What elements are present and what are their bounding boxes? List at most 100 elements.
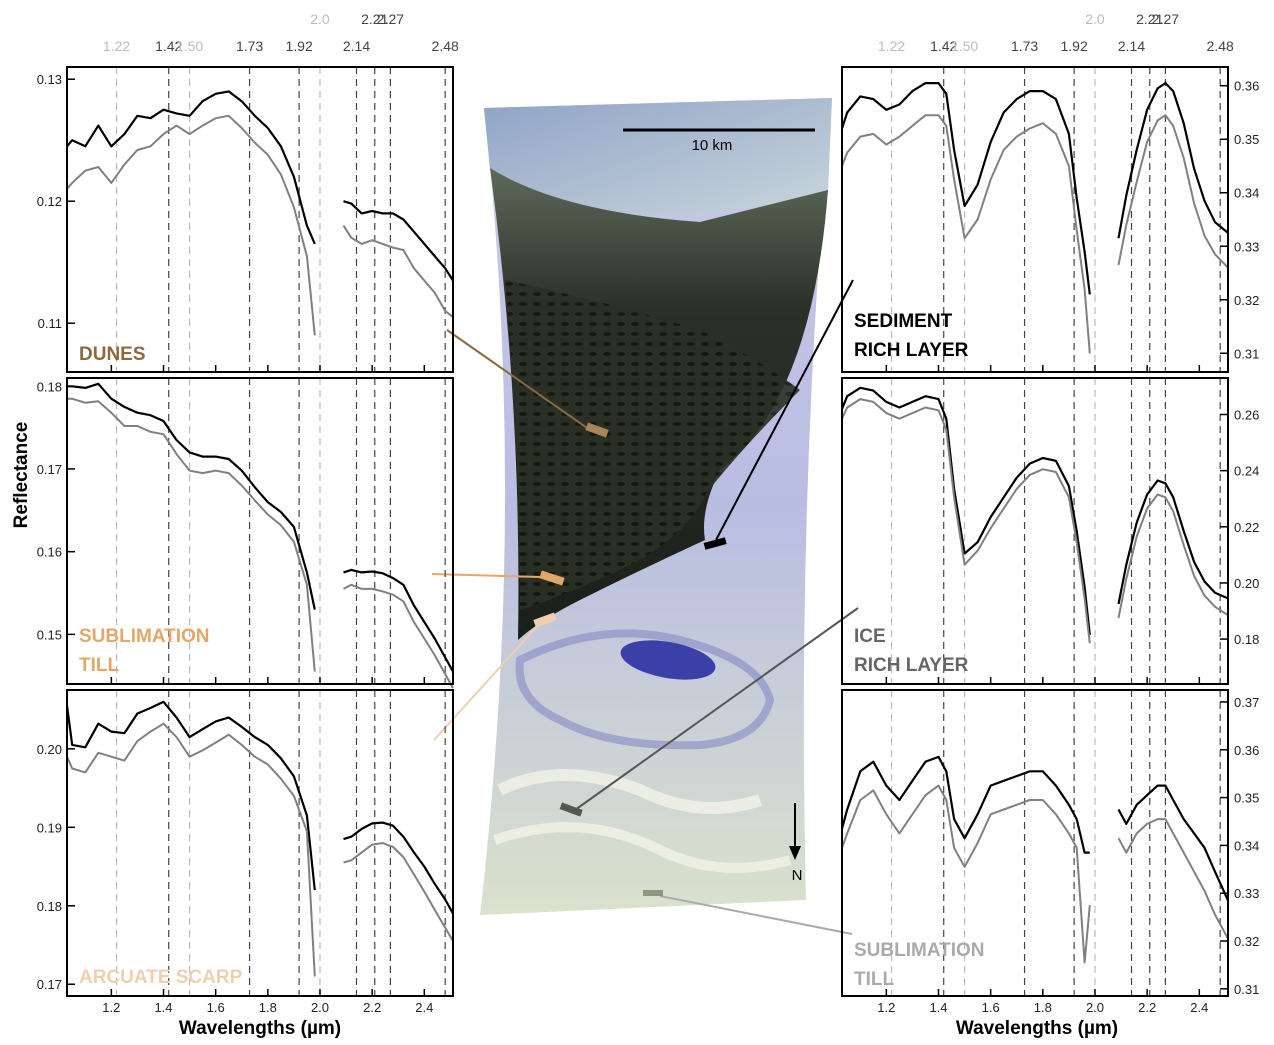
y-axis-title: Reflectance — [11, 422, 32, 529]
map-frost-top — [484, 98, 832, 216]
panel-frame — [66, 377, 454, 685]
spectrum-line-light — [841, 398, 1091, 644]
map-dune-field — [505, 280, 800, 610]
spectrum-panel: 0.17 0.18 0.19 0.20 1.2 1.4 1.6 1.8 2.0 2.2 2.4 ARC… — [37, 689, 454, 1015]
wavelength-label: 2.21 — [361, 11, 388, 27]
spectrum-line-light — [343, 842, 454, 942]
wavelength-label: 2.27 — [377, 11, 404, 27]
map-blue-spot — [620, 640, 716, 680]
x-tick-label: 1.2 — [102, 1000, 120, 1015]
map-ice-swirl — [515, 629, 775, 750]
spectrum-line-light — [66, 114, 316, 336]
x-tick-label: 2.4 — [1190, 1000, 1208, 1015]
wavelength-label: 2.27 — [1152, 11, 1179, 27]
x-axis-title-right: Wavelengths (µm) — [956, 1018, 1118, 1039]
x-tick-label: 1.8 — [1034, 1000, 1052, 1015]
spectrum-line-light — [67, 397, 316, 672]
y-tick-label: 0.20 — [37, 742, 62, 757]
spectrum-line-dark — [343, 568, 454, 673]
spectrum-panel: 0.31 0.32 0.33 0.34 0.35 0.36 SEDIMENT RICH LAY… — [840, 66, 1259, 373]
marker-sediment-rich — [703, 537, 727, 550]
panel-label: SEDIMENT — [854, 311, 953, 332]
wavelength-label: 2.14 — [343, 38, 370, 54]
spectrum-line-dark — [343, 821, 454, 915]
spectrum-line-light — [343, 583, 454, 689]
wavelength-label: 2.48 — [432, 38, 459, 54]
spectrum-panel: 0.15 0.16 0.17 0.18 SUBLIMATION TILL — [37, 377, 454, 689]
y-tick-label: 0.13 — [37, 72, 62, 87]
spectra-panels: 0.11 0.12 0.13 DUNES 0.15 0.16 0.17 0.18 SUBLIMA… — [37, 66, 1259, 1015]
panel-frame — [841, 377, 1229, 685]
spectrum-line-dark — [343, 200, 454, 282]
wavelength-label: 1.22 — [103, 38, 130, 54]
spectrum-line-dark — [1117, 784, 1230, 901]
x-tick-label: 2.2 — [1138, 1000, 1156, 1015]
y-tick-label: 0.31 — [1234, 982, 1259, 997]
panel-label: RICH LAYER — [854, 655, 969, 676]
panel-label: DUNES — [79, 344, 146, 365]
panel-frame — [66, 689, 454, 997]
spectrum-line-dark — [67, 382, 316, 610]
wavelength-label: 2.0 — [310, 11, 330, 27]
marker-arcuate-scarp — [533, 612, 557, 628]
wavelength-label: 1.92 — [285, 38, 312, 54]
wavelength-label: 1.22 — [878, 38, 905, 54]
spectrum-panel: 0.11 0.12 0.13 DUNES — [37, 66, 454, 373]
y-tick-label: 0.36 — [1234, 79, 1259, 94]
y-tick-label: 0.15 — [37, 627, 62, 642]
marker-sublimation-till-right — [643, 890, 663, 896]
y-tick-label: 0.37 — [1234, 695, 1259, 710]
panel-frame — [841, 689, 1229, 997]
spectrum-panel: 0.31 0.32 0.33 0.34 0.35 0.36 0.37 1.2 1.4 1.6 1.8… — [840, 689, 1259, 1015]
wavelength-labels: 1.22 1.421.50 1.73 1.922.02.142.212.272.48 1… — [103, 11, 1234, 54]
y-tick-label: 0.26 — [1234, 407, 1259, 422]
y-tick-label: 0.20 — [1234, 576, 1259, 591]
wavelength-label: 2.48 — [1207, 38, 1234, 54]
x-tick-label: 2.2 — [363, 1000, 381, 1015]
y-tick-label: 0.33 — [1234, 886, 1259, 901]
wavelength-label: 2.14 — [1118, 38, 1145, 54]
y-tick-label: 0.33 — [1234, 239, 1259, 254]
y-tick-label: 0.22 — [1234, 520, 1259, 535]
y-tick-label: 0.32 — [1234, 934, 1259, 949]
marker-sublimation-till — [539, 570, 565, 586]
spectrum-line-dark — [1117, 81, 1229, 239]
map-image: 10 km N — [480, 98, 832, 915]
x-tick-label: 1.4 — [929, 1000, 947, 1015]
panel-label: ARCUATE SCARP — [79, 967, 243, 988]
map-ice-swirl-2 — [497, 769, 762, 814]
x-axis-title-left: Wavelengths (µm) — [179, 1018, 341, 1039]
spectrum-line-dark — [840, 755, 1090, 854]
y-tick-label: 0.18 — [37, 379, 62, 394]
spectrum-line-light — [342, 225, 454, 318]
wavelength-label: 1.42 — [930, 38, 957, 54]
x-tick-label: 1.6 — [982, 1000, 1000, 1015]
y-tick-label: 0.34 — [1234, 838, 1259, 853]
wavelength-label: 1.50 — [951, 38, 978, 54]
leader-arcuate-scarp — [433, 622, 541, 741]
panel-frame — [66, 66, 454, 373]
wavelength-label: 1.73 — [1011, 38, 1038, 54]
x-tick-label: 2.4 — [415, 1000, 433, 1015]
wavelength-label: 2.21 — [1136, 11, 1163, 27]
panel-label: TILL — [79, 655, 119, 676]
panel-label: SUBLIMATION — [79, 626, 210, 647]
spectrum-line-light — [1117, 493, 1229, 619]
spectrum-line-light — [1117, 818, 1229, 940]
panel-label: RICH LAYER — [854, 340, 969, 361]
y-tick-label: 0.16 — [37, 545, 62, 560]
y-tick-label: 0.12 — [37, 194, 62, 209]
leader-sublimation-till-right — [659, 895, 853, 935]
wavelength-label: 1.42 — [155, 38, 182, 54]
x-tick-label: 1.2 — [877, 1000, 895, 1015]
x-tick-label: 1.4 — [154, 1000, 172, 1015]
north-label: N — [792, 867, 803, 884]
spectrum-line-light — [841, 784, 1091, 964]
panel-label: TILL — [854, 969, 894, 990]
y-tick-label: 0.17 — [37, 462, 62, 477]
y-tick-label: 0.17 — [37, 977, 62, 992]
y-tick-label: 0.18 — [37, 899, 62, 914]
y-tick-label: 0.11 — [38, 316, 62, 331]
map-ice-swirl-3 — [493, 822, 792, 873]
